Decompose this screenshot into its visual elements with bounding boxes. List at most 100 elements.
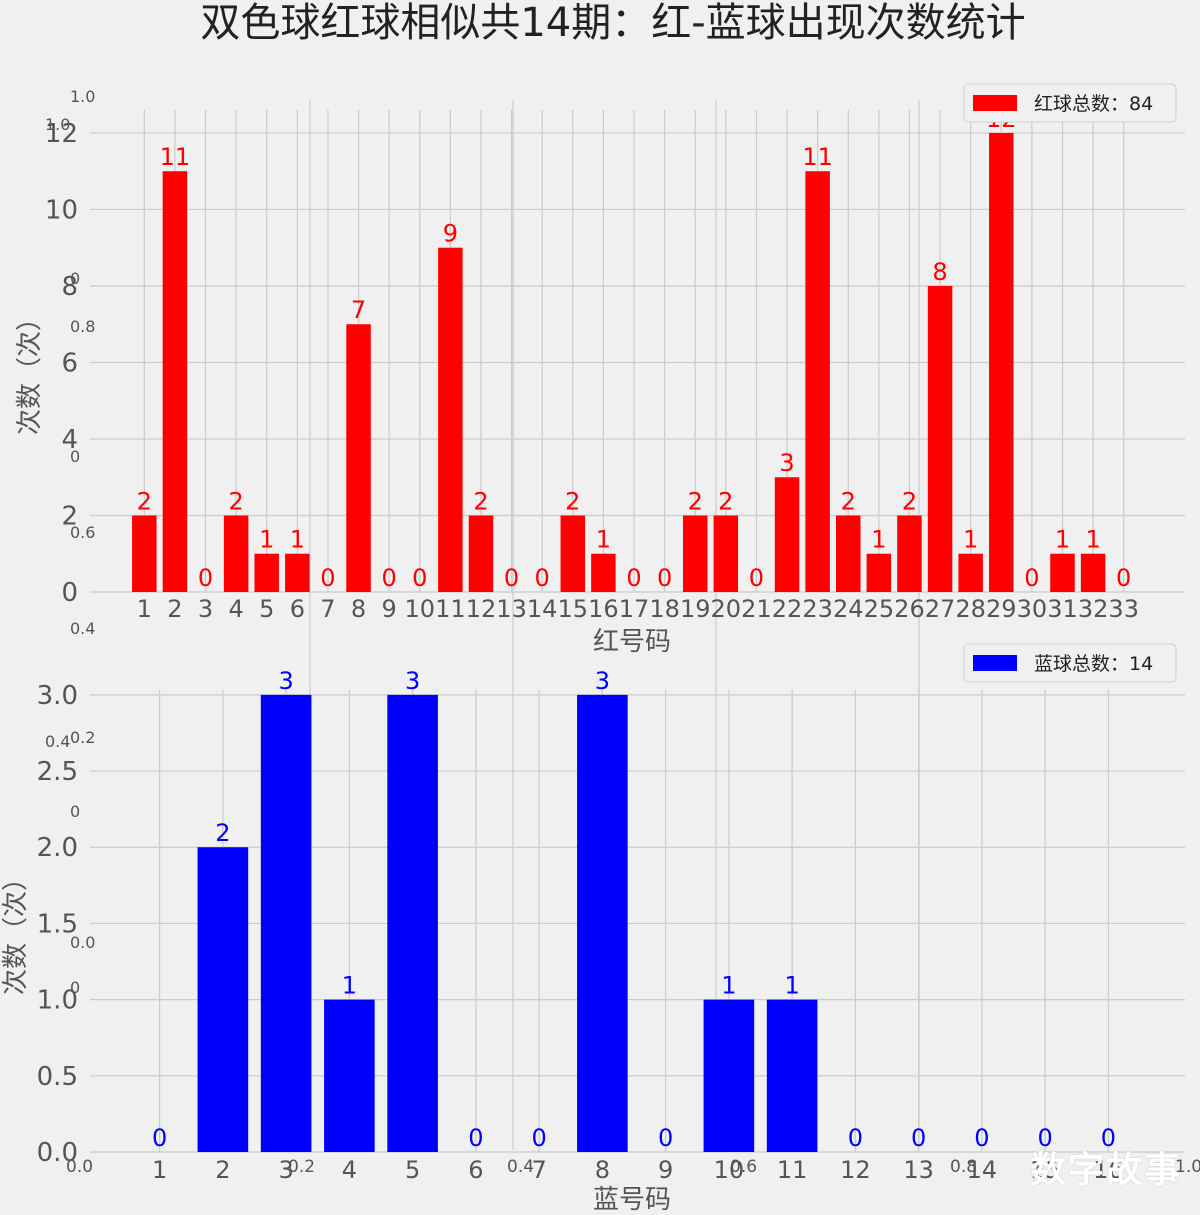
red-bar <box>162 171 188 592</box>
red-bar-value: 0 <box>198 564 213 592</box>
red-bar-value: 2 <box>137 487 152 515</box>
blue-y-tick-label: 2.5 <box>37 757 78 787</box>
red-bar-value: 1 <box>290 526 305 554</box>
red-x-tick-label: 4 <box>228 595 243 623</box>
blue-bar-value: 0 <box>974 1124 989 1152</box>
red-bar <box>836 515 861 592</box>
red-y-ticks: 0 2 4 6 8 10 12 <box>45 119 78 608</box>
blue-x-tick-label: 3 <box>278 1156 293 1184</box>
red-x-tick-label: 3 <box>198 595 213 623</box>
blue-bar-value: 3 <box>278 667 293 695</box>
blue-x-tick-label: 8 <box>595 1156 610 1184</box>
blue-bar-value: 1 <box>342 972 357 1000</box>
blue-bar-value: 0 <box>1101 1124 1116 1152</box>
background-x-tick: 0.8 <box>950 1157 977 1177</box>
red-y-tick-label: 4 <box>61 425 78 455</box>
blue-x-tick-label: 11 <box>777 1156 808 1184</box>
blue-x-tick-label: 15 <box>1030 1156 1061 1184</box>
red-bar-value: 2 <box>228 487 243 515</box>
blue-grid <box>90 690 1185 1153</box>
red-x-tick-label: 24 <box>833 595 864 623</box>
blue-y-tick-label: 2.0 <box>37 833 78 863</box>
blue-bar-value: 0 <box>911 1124 926 1152</box>
red-y-tick-label: 10 <box>45 195 78 225</box>
red-x-tick-label: 2 <box>167 595 182 623</box>
red-x-tick-label: 14 <box>527 595 558 623</box>
red-x-tick-label: 25 <box>864 595 895 623</box>
red-y-tick-label: 8 <box>61 272 78 302</box>
red-legend: 红球总数：84 <box>963 83 1177 123</box>
red-bar <box>468 515 494 592</box>
chart-title: 双色球红球相似共14期：红-蓝球出现次数统计 <box>200 0 1025 46</box>
red-bar-value: 0 <box>657 564 672 592</box>
red-x-tick-label: 29 <box>986 595 1017 623</box>
red-x-tick-label: 28 <box>955 595 986 623</box>
background-x-tick: 0.4 <box>507 1157 534 1177</box>
background-tick-fragment: 0.4 <box>45 732 70 751</box>
blue-x-tick-label: 16 <box>1093 1156 1124 1184</box>
red-x-tick-label: 16 <box>588 595 619 623</box>
blue-x-tick-label: 12 <box>840 1156 871 1184</box>
blue-bar-value: 0 <box>531 1124 546 1152</box>
blue-bar <box>766 999 818 1152</box>
red-bar-value: 8 <box>932 258 947 286</box>
red-x-tick-label: 11 <box>435 595 466 623</box>
blue-x-tick-label: 14 <box>967 1156 998 1184</box>
background-tick-fragment: 0 <box>70 447 80 466</box>
red-bar <box>989 132 1014 592</box>
red-bar <box>958 553 983 592</box>
background-y-tick: 0.0 <box>70 933 95 952</box>
red-x-tick-label: 33 <box>1108 595 1139 623</box>
red-x-tick-label: 13 <box>496 595 527 623</box>
red-x-tick-label: 27 <box>925 595 956 623</box>
blue-bars <box>197 694 818 1152</box>
red-bar <box>927 285 953 592</box>
red-x-tick-label: 22 <box>772 595 803 623</box>
red-bar-value: 0 <box>1024 564 1039 592</box>
red-x-ticks: 1 2 3 4 5 6 7 8 9 10 11 12 13 14 15 16 17 18 19 20 21 22 23 24 2… <box>137 595 1139 623</box>
red-bar-value: 2 <box>473 487 488 515</box>
red-bar <box>438 247 463 592</box>
red-bar-value: 3 <box>779 449 794 477</box>
red-bar <box>682 515 708 592</box>
watermark: 数字故事 <box>1029 1150 1182 1191</box>
red-x-tick-label: 10 <box>404 595 435 623</box>
background-x-tick: 0.0 <box>66 1157 93 1177</box>
red-bar-value: 2 <box>841 487 856 515</box>
red-bar-value: 0 <box>535 564 550 592</box>
blue-bar <box>703 999 755 1152</box>
red-bar-value: 2 <box>565 487 580 515</box>
blue-bar-value: 1 <box>784 972 799 1000</box>
blue-x-tick-label: 2 <box>215 1156 230 1184</box>
blue-y-tick-label: 1.0 <box>37 986 78 1016</box>
blue-y-axis-label: 次数（次） <box>1 865 31 995</box>
background-tick-fragment: 0 <box>70 978 80 997</box>
red-bar <box>560 515 586 592</box>
red-bar-value: 0 <box>626 564 641 592</box>
red-bar <box>1050 553 1075 592</box>
red-x-tick-label: 31 <box>1047 595 1078 623</box>
blue-x-axis-label: 蓝号码 <box>593 1185 671 1215</box>
blue-bar-value: 0 <box>152 1124 167 1152</box>
red-bar <box>866 553 892 592</box>
red-ball-chart: 211021107009200210022031121281120110 024… <box>15 83 1185 657</box>
blue-legend: 蓝球总数：14 <box>963 643 1177 683</box>
red-y-tick-label: 6 <box>61 348 78 378</box>
red-bar-value: 9 <box>443 220 458 248</box>
red-bar-value: 11 <box>802 143 833 171</box>
blue-y-tick-label: 1.5 <box>37 909 78 939</box>
blue-x-tick-label: 7 <box>531 1156 546 1184</box>
red-bar-value: 7 <box>351 296 366 324</box>
blue-x-tick-label: 13 <box>903 1156 934 1184</box>
red-x-tick-label: 18 <box>649 595 680 623</box>
blue-bar <box>324 999 375 1152</box>
red-bar-value: 0 <box>1116 564 1131 592</box>
blue-bar-value: 1 <box>721 972 736 1000</box>
red-bar <box>346 324 371 592</box>
background-y-tick: 0.6 <box>70 523 95 542</box>
red-y-axis-label: 次数（次） <box>15 305 45 435</box>
red-bar <box>132 515 157 592</box>
blue-y-ticks: 0.0 0.5 1.0 1.5 2.0 2.5 3.0 <box>37 681 78 1168</box>
